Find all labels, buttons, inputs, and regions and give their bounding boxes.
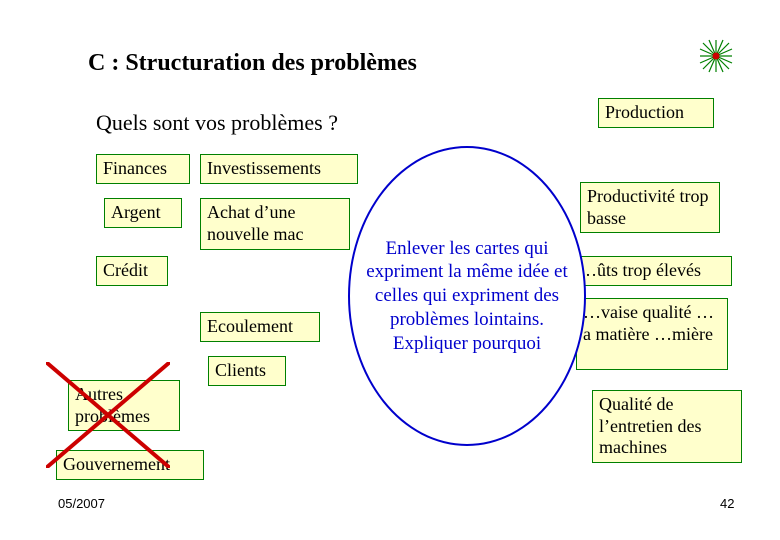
card-achat: Achat d’une nouvelle mac [200, 198, 350, 250]
card-gouvernement: Gouvernement [56, 450, 204, 480]
page-title: C : Structuration des problèmes [88, 50, 417, 77]
footer-page-number: 42 [720, 496, 734, 511]
card-investissements: Investissements [200, 154, 358, 184]
card-couts: …ûts trop élevés [572, 256, 732, 286]
card-clients: Clients [208, 356, 286, 386]
subtitle: Quels sont vos problèmes ? [96, 110, 338, 136]
card-credit: Crédit [96, 256, 168, 286]
card-ecoulement: Ecoulement [200, 312, 320, 342]
card-productivite: Productivité trop basse [580, 182, 720, 233]
instruction-bubble: Enlever les cartes qui expriment la même… [348, 146, 586, 446]
card-qualite-entret: Qualité de l’entretien des machines [592, 390, 742, 463]
card-production: Production [598, 98, 714, 128]
card-finances: Finances [96, 154, 190, 184]
card-qualite-matiere: …vaise qualité …a matière …mière [576, 298, 728, 370]
card-argent: Argent [104, 198, 182, 228]
card-autres: Autres problèmes [68, 380, 180, 431]
spark-icon [698, 38, 734, 79]
footer-date: 05/2007 [58, 496, 105, 511]
